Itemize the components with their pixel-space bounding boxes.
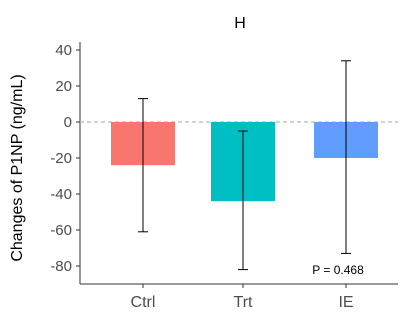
p-value-annotation: P = 0.468 — [312, 263, 364, 277]
y-tick-label: 40 — [55, 42, 72, 59]
x-ticks: Ctrl Trt IE — [131, 284, 354, 311]
x-tick-label: IE — [338, 294, 353, 311]
y-tick-label: 20 — [55, 78, 72, 95]
y-tick-label: -20 — [50, 150, 72, 167]
y-tick-label: -80 — [50, 258, 72, 275]
y-ticks: 40 20 0 -20 -40 -60 -80 — [50, 42, 80, 275]
y-tick-label: 0 — [64, 114, 72, 131]
y-tick-label: -40 — [50, 186, 72, 203]
y-axis-label: Changes of P1NP (ng/mL) — [9, 74, 26, 261]
x-tick-label: Trt — [234, 294, 254, 311]
chart-title: H — [234, 15, 246, 32]
axes — [79, 42, 398, 285]
error-bars — [138, 60, 351, 271]
bars — [111, 122, 378, 202]
y-tick-label: -60 — [50, 222, 72, 239]
x-tick-label: Ctrl — [131, 294, 156, 311]
